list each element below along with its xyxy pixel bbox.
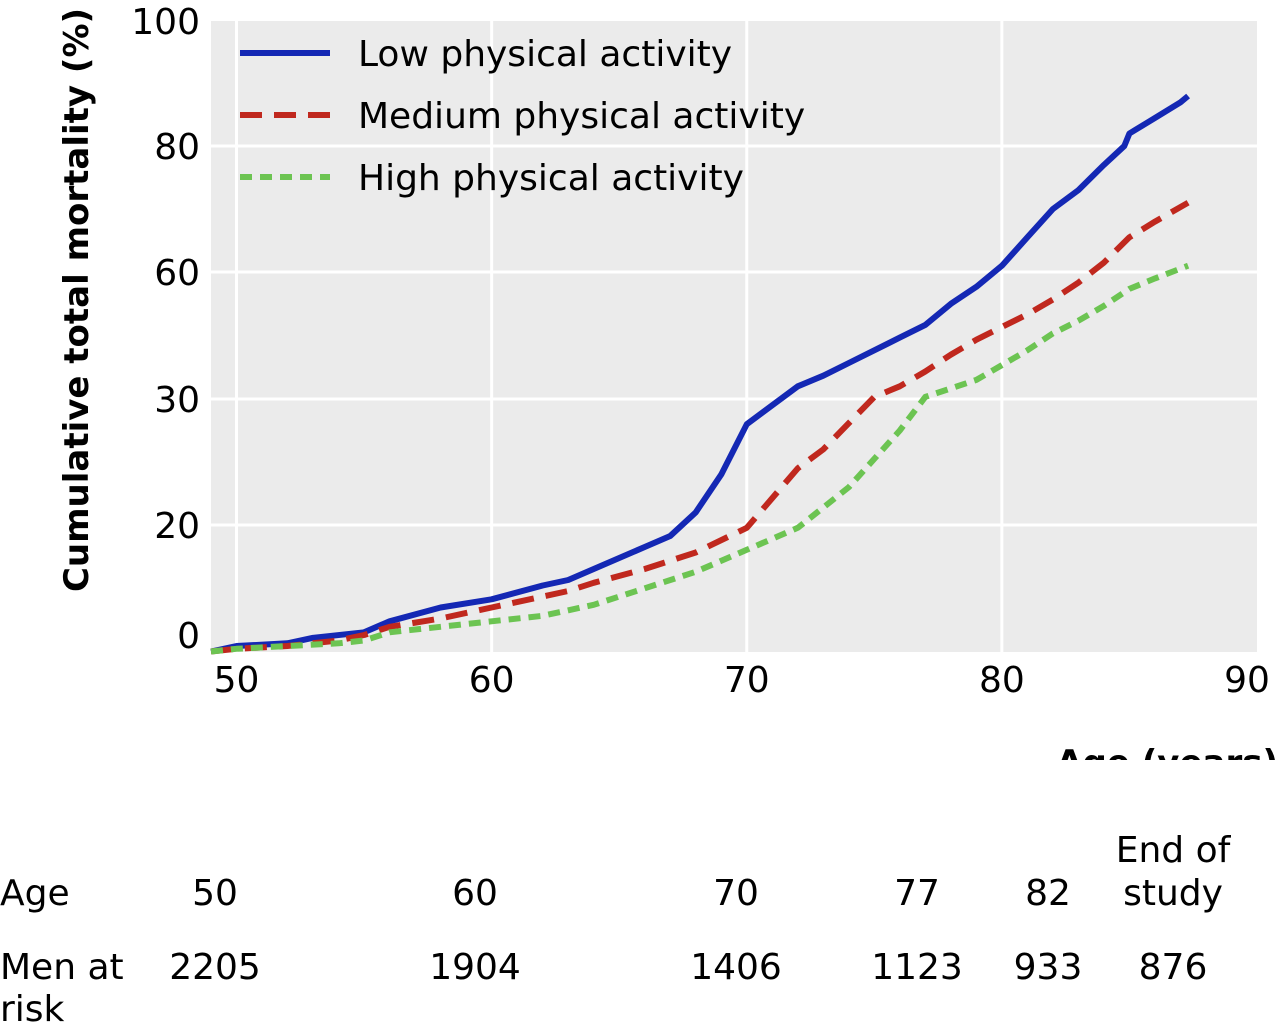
- y-tick-label: 0: [177, 616, 200, 657]
- y-tick-labels: 0 20 30 60 80 100: [131, 2, 200, 657]
- y-tick-label: 80: [154, 127, 200, 168]
- y-tick-label: 100: [131, 2, 200, 43]
- x-tick-label: 90: [1224, 660, 1270, 701]
- y-axis-title: Cumulative total mortality (%): [57, 8, 97, 592]
- risk-men-cell: 1123: [871, 947, 963, 988]
- y-tick-label: 30: [154, 380, 200, 421]
- risk-men-cell: 933: [1013, 947, 1083, 988]
- x-tick-labels: 50 60 70 80 90: [214, 660, 1270, 701]
- risk-men-cell: 1904: [429, 947, 521, 988]
- risk-age-cell-end-line1: End of: [1115, 830, 1231, 871]
- risk-age-cell: 70: [713, 873, 759, 914]
- legend-label: High physical activity: [358, 158, 744, 199]
- risk-row-label-age: Age: [0, 873, 70, 914]
- legend-label: Medium physical activity: [358, 96, 805, 137]
- series-lines: [210, 93, 1191, 655]
- risk-age-cell: 82: [1025, 873, 1071, 914]
- x-axis-title: Age (years): [1056, 743, 1278, 760]
- mortality-chart: 0 20 30 60 80 100 50 60 70 80 90 Low physical act…: [57, 2, 1278, 760]
- risk-age-cell: 77: [894, 873, 940, 914]
- y-tick-label: 60: [154, 253, 200, 294]
- risk-row-label-men-line2: risk: [0, 989, 65, 1030]
- risk-men-cell: 876: [1138, 947, 1208, 988]
- legend-label: Low physical activity: [358, 34, 732, 75]
- series-line-1: [210, 93, 1191, 655]
- risk-age-cell-end-line2: study: [1123, 873, 1223, 914]
- legend: Low physical activity Medium physical act…: [240, 34, 805, 199]
- risk-age-cell: 50: [192, 873, 238, 914]
- series-line-2: [210, 200, 1190, 655]
- risk-row-label-men-line1: Men at: [0, 947, 124, 988]
- x-tick-label: 80: [979, 660, 1025, 701]
- x-tick-label: 50: [214, 660, 260, 701]
- risk-age-cell: 60: [452, 873, 498, 914]
- risk-men-cell: 2205: [169, 947, 261, 988]
- risk-men-cell: 1406: [690, 947, 782, 988]
- x-tick-label: 70: [724, 660, 770, 701]
- x-tick-label: 60: [469, 660, 515, 701]
- y-tick-label: 20: [154, 506, 200, 547]
- plot-area: [211, 21, 1257, 652]
